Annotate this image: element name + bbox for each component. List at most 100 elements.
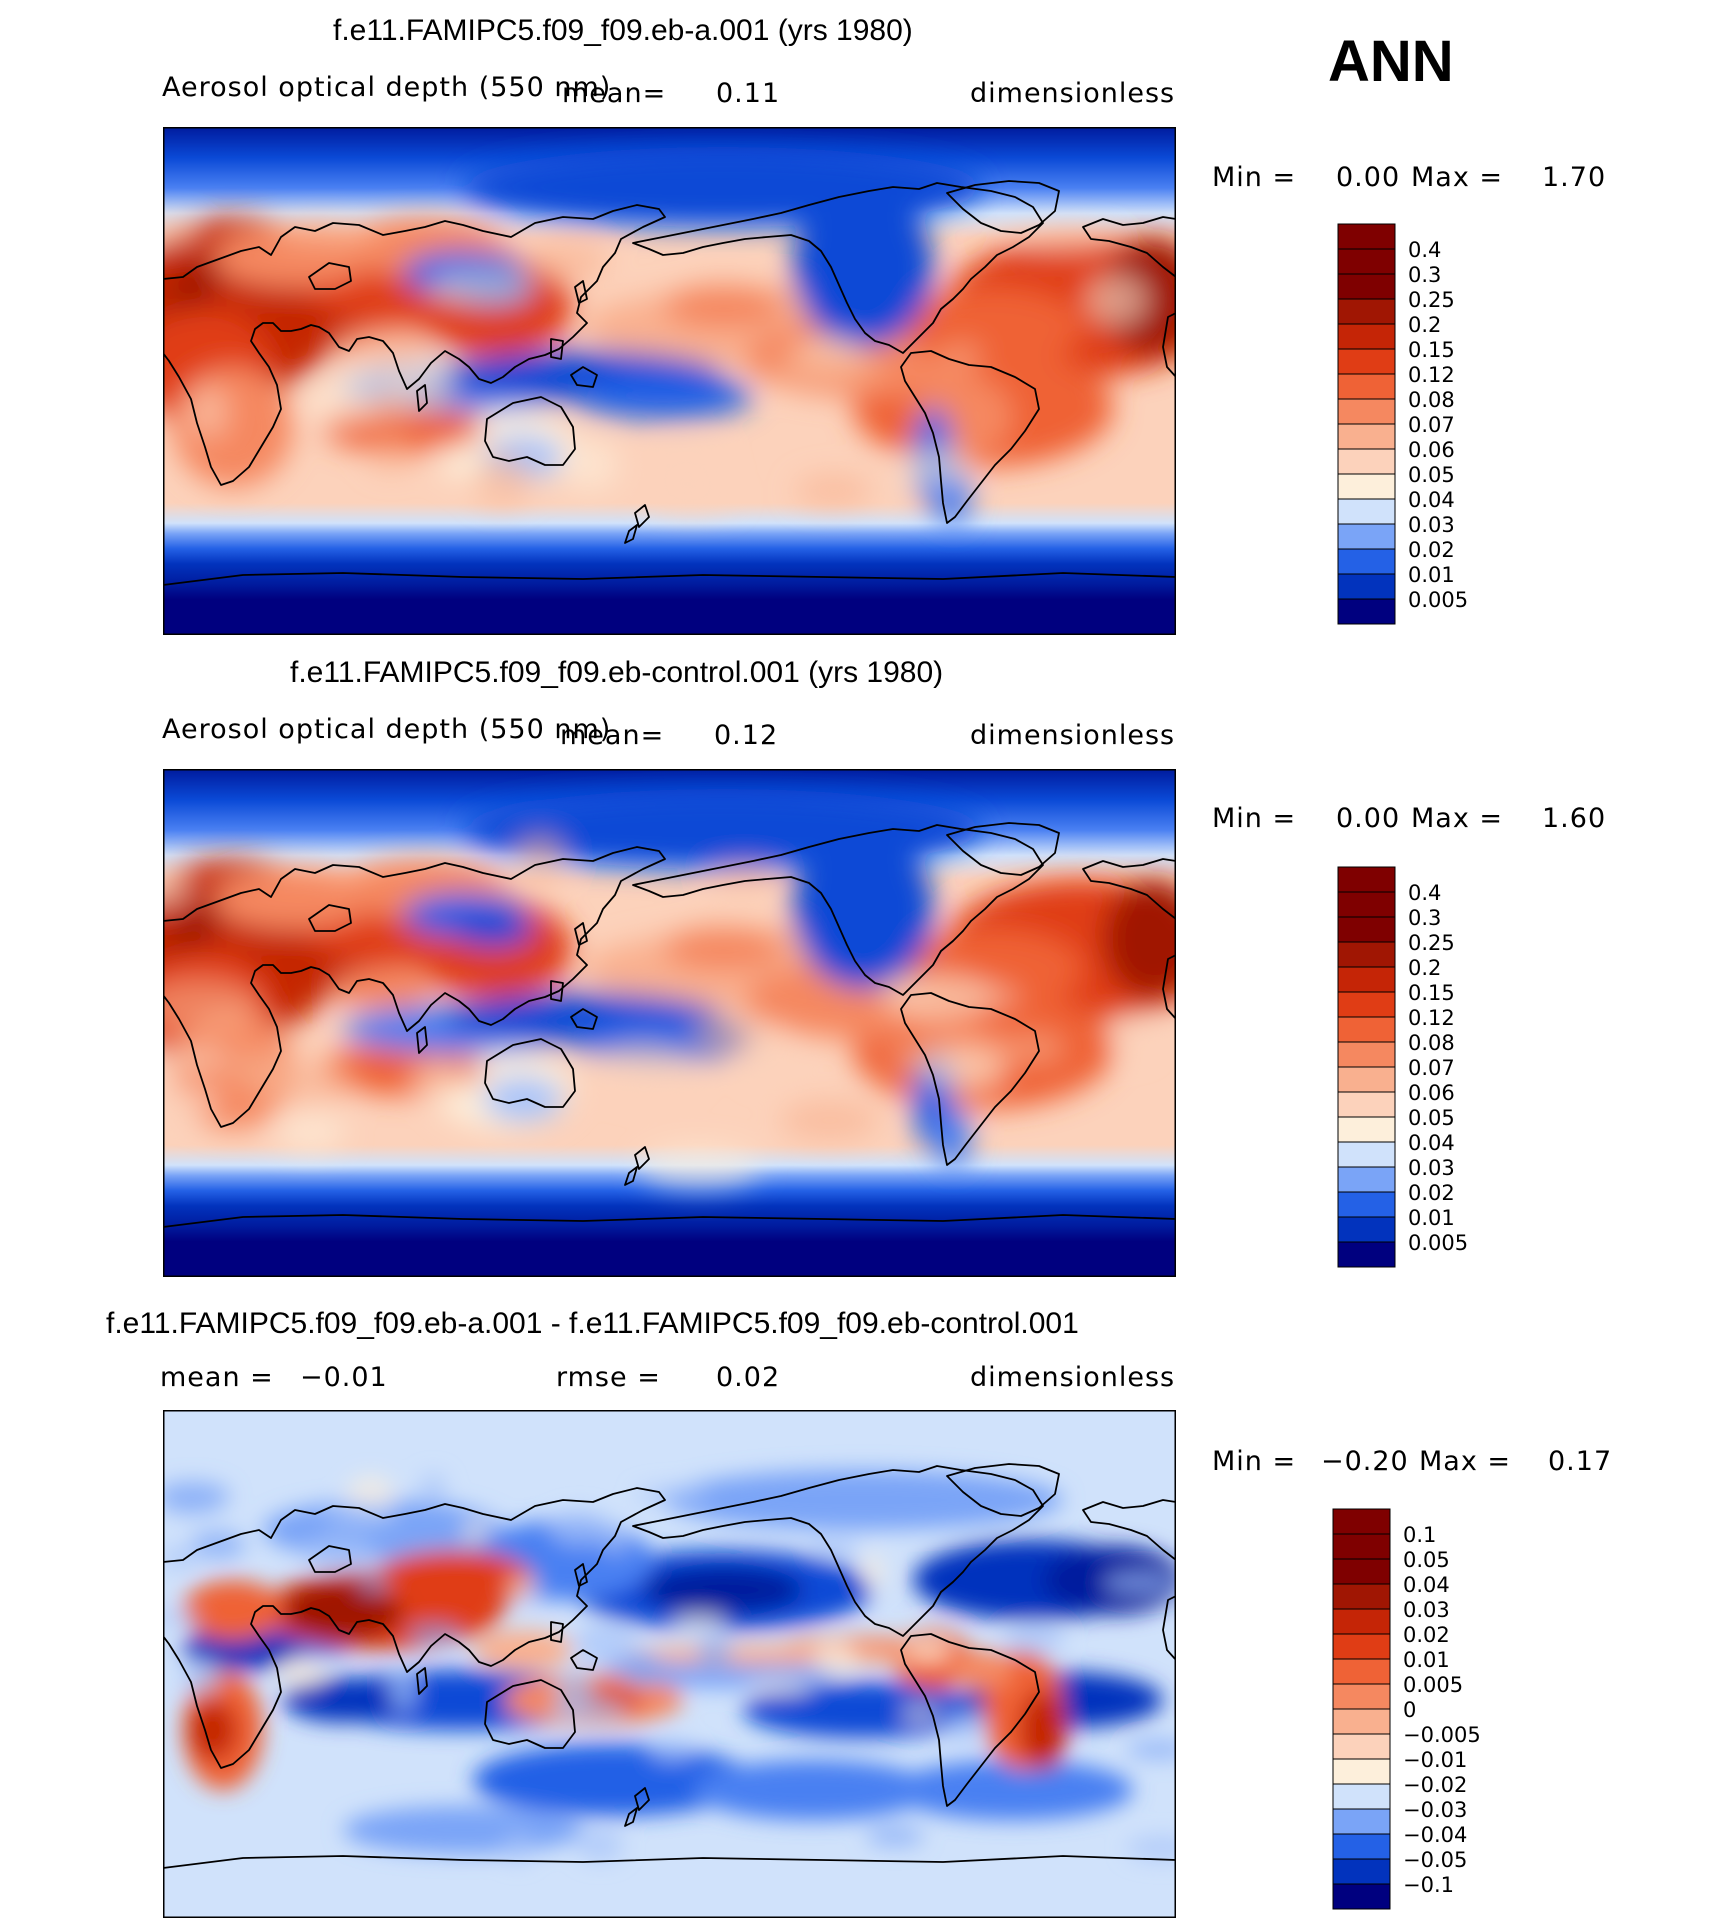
colorbar-label: 0.3 [1408, 263, 1441, 287]
panel-1-max-value: 1.70 [1542, 162, 1607, 193]
panel-2-mean-value: 0.12 [714, 720, 779, 751]
colorbar-label: 0.12 [1408, 363, 1455, 387]
colorbar-swatch [1337, 248, 1396, 275]
colorbar-label: 0.3 [1408, 906, 1441, 930]
colorbar-swatch [1337, 1116, 1396, 1143]
colorbar-label: 0.03 [1403, 1598, 1450, 1622]
colorbar-swatch [1337, 1066, 1396, 1093]
panel-3-title: f.e11.FAMIPC5.f09_f09.eb-a.001 - f.e11.F… [106, 1307, 1079, 1340]
panel-2-map [163, 769, 1176, 1277]
colorbar-label: 0.02 [1408, 538, 1455, 562]
colorbar-swatch [1337, 966, 1396, 993]
colorbar-label: 0.01 [1403, 1648, 1450, 1672]
colorbar-swatch [1337, 1091, 1396, 1118]
colorbar-swatch [1337, 223, 1396, 250]
panel-3-max-value: 0.17 [1548, 1446, 1613, 1477]
colorbar-label: 0.15 [1408, 338, 1455, 362]
panel-1-mean-value: 0.11 [716, 78, 781, 109]
colorbar-label: 0.25 [1408, 931, 1455, 955]
colorbar-label: 0.25 [1408, 288, 1455, 312]
panel-3-colorbar: 0.10.050.040.030.020.010.0050−0.005−0.01… [1332, 1508, 1481, 1910]
colorbar-label: 0.08 [1408, 388, 1455, 412]
colorbar-swatch [1337, 448, 1396, 475]
colorbar-label: 0.4 [1408, 881, 1441, 905]
colorbar-swatch [1337, 941, 1396, 968]
panel-1-units: dimensionless [970, 78, 1176, 109]
colorbar-label: 0.04 [1403, 1573, 1450, 1597]
colorbar-label: −0.005 [1403, 1723, 1481, 1747]
colorbar-label: 0.01 [1408, 563, 1455, 587]
panel-2-colorbar: 0.40.30.250.20.150.120.080.070.060.050.0… [1337, 866, 1468, 1268]
colorbar-label: 0.05 [1408, 1106, 1455, 1130]
colorbar-label: 0.005 [1408, 1231, 1468, 1255]
colorbar-label: 0.07 [1408, 1056, 1455, 1080]
colorbar-swatch [1337, 573, 1396, 600]
colorbar-swatch [1337, 866, 1396, 893]
colorbar-label: −0.1 [1403, 1873, 1454, 1897]
colorbar-label: 0.005 [1403, 1673, 1463, 1697]
colorbar-swatch [1337, 548, 1396, 575]
colorbar-label: 0 [1403, 1698, 1416, 1722]
colorbar-swatch [1332, 1708, 1391, 1735]
colorbar-swatch [1332, 1533, 1391, 1560]
panel-3-min-value: −0.20 [1321, 1446, 1409, 1477]
colorbar-swatch [1332, 1833, 1391, 1860]
colorbar-label: 0.05 [1403, 1548, 1450, 1572]
colorbar-swatch [1337, 1166, 1396, 1193]
colorbar-label: −0.04 [1403, 1823, 1467, 1847]
panel-3-min-label: Min = [1212, 1446, 1297, 1477]
colorbar-swatch [1337, 891, 1396, 918]
colorbar-label: 0.08 [1408, 1031, 1455, 1055]
colorbar-swatch [1332, 1808, 1391, 1835]
panel-1-min-value: 0.00 [1336, 162, 1401, 193]
colorbar-label: −0.02 [1403, 1773, 1467, 1797]
colorbar-label: 0.04 [1408, 488, 1455, 512]
colorbar-label: −0.03 [1403, 1798, 1467, 1822]
colorbar-swatch [1337, 323, 1396, 350]
panel-2-units: dimensionless [970, 720, 1176, 751]
colorbar-swatch [1337, 298, 1396, 325]
colorbar-swatch [1332, 1608, 1391, 1635]
colorbar-label: 0.06 [1408, 438, 1455, 462]
panel-2-max-value: 1.60 [1542, 803, 1607, 834]
panel-2-max-label: Max = [1411, 803, 1504, 834]
colorbar-label: 0.02 [1408, 1181, 1455, 1205]
colorbar-label: 0.4 [1408, 238, 1441, 262]
colorbar-swatch [1337, 916, 1396, 943]
colorbar-label: 0.03 [1408, 513, 1455, 537]
colorbar-swatch [1332, 1558, 1391, 1585]
colorbar-swatch [1337, 991, 1396, 1018]
colorbar-swatch [1337, 1141, 1396, 1168]
colorbar-swatch [1337, 473, 1396, 500]
colorbar-swatch [1332, 1858, 1391, 1885]
panel-3-units: dimensionless [970, 1362, 1176, 1393]
panel-3-mean-label: mean = [160, 1362, 274, 1393]
panel-1-mean-label: mean= [562, 78, 667, 109]
panel-3-rmse-value: 0.02 [716, 1362, 781, 1393]
colorbar-swatch [1337, 498, 1396, 525]
colorbar-label: 0.2 [1408, 956, 1441, 980]
colorbar-swatch [1332, 1883, 1391, 1910]
colorbar-label: −0.05 [1403, 1848, 1467, 1872]
panel-2-mean-label: mean= [560, 720, 665, 751]
panel-3-map [163, 1410, 1176, 1918]
colorbar-swatch [1337, 598, 1396, 625]
panel-3-mean-value: −0.01 [300, 1362, 388, 1393]
panel-2-title: f.e11.FAMIPC5.f09_f09.eb-control.001 (yr… [290, 656, 944, 689]
panel-2-variable: Aerosol optical depth (550 nm) [162, 714, 612, 745]
colorbar-label: 0.005 [1408, 588, 1468, 612]
colorbar-swatch [1332, 1508, 1391, 1535]
colorbar-label: 0.1 [1403, 1523, 1436, 1547]
colorbar-swatch [1332, 1583, 1391, 1610]
colorbar-label: 0.03 [1408, 1156, 1455, 1180]
colorbar-swatch [1337, 1216, 1396, 1243]
colorbar-swatch [1337, 1016, 1396, 1043]
colorbar-label: 0.04 [1408, 1131, 1455, 1155]
panel-1-max-label: Max = [1411, 162, 1504, 193]
colorbar-label: 0.15 [1408, 981, 1455, 1005]
colorbar-swatch [1337, 523, 1396, 550]
panel-1-min-label: Min = [1212, 162, 1297, 193]
colorbar-swatch [1332, 1758, 1391, 1785]
colorbar-swatch [1337, 273, 1396, 300]
colorbar-swatch [1337, 348, 1396, 375]
